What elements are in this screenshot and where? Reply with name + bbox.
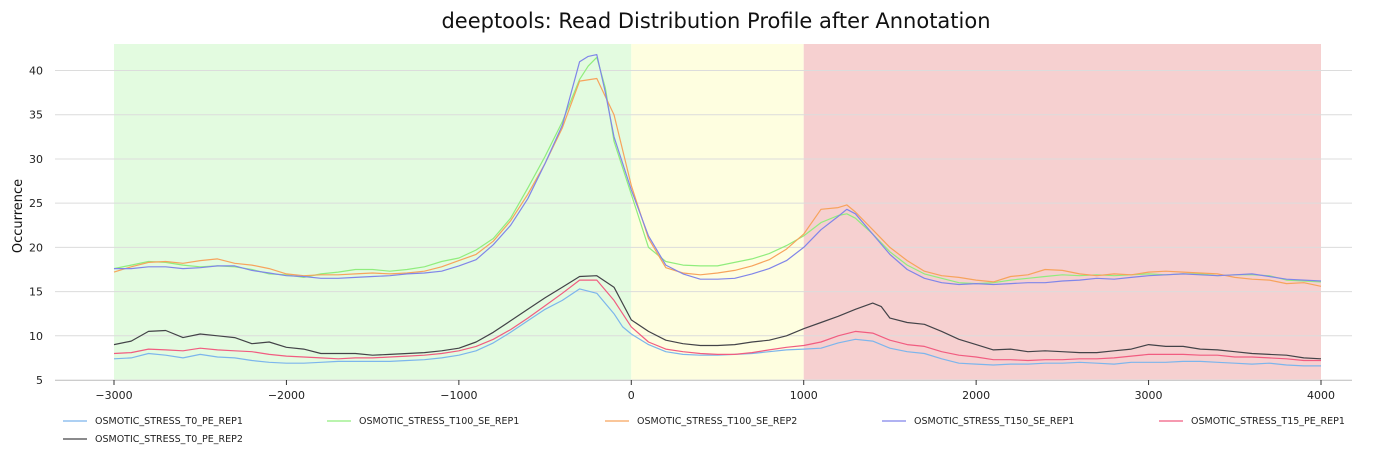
region-band-2 bbox=[631, 44, 804, 380]
series-line-osmotic-stress-t100-se-rep1 bbox=[113, 56, 1322, 285]
legend-item[interactable]: OSMOTIC_STRESS_T15_PE_REP1 bbox=[1159, 416, 1345, 427]
x-axis-ticks: −3000 −2000 −1000 0 1000 2000 3000 4000 bbox=[95, 380, 1335, 402]
x-tick-label: −3000 bbox=[95, 389, 132, 402]
legend-item[interactable]: OSMOTIC_STRESS_T0_PE_REP2 bbox=[63, 434, 243, 445]
y-tick-label: 35 bbox=[29, 109, 43, 122]
series-line-osmotic-stress-t0-pe-rep1 bbox=[113, 288, 1321, 367]
y-axis-label: Occurrence bbox=[11, 179, 26, 253]
legend-item[interactable]: OSMOTIC_STRESS_T100_SE_REP1 bbox=[327, 416, 519, 427]
x-tick-label: −2000 bbox=[268, 389, 305, 402]
region-band-1 bbox=[114, 44, 632, 380]
x-tick-label: 2000 bbox=[962, 389, 990, 402]
y-tick-label: 5 bbox=[36, 374, 43, 387]
legend-label: OSMOTIC_STRESS_T100_SE_REP1 bbox=[359, 416, 519, 427]
legend-label: OSMOTIC_STRESS_T0_PE_REP1 bbox=[95, 416, 243, 427]
y-tick-label: 40 bbox=[29, 65, 43, 78]
series-lines bbox=[113, 54, 1322, 367]
annotation-regions bbox=[114, 44, 1321, 380]
legend-item[interactable]: OSMOTIC_STRESS_T150_SE_REP1 bbox=[882, 416, 1074, 427]
legend: OSMOTIC_STRESS_T0_PE_REP1 OSMOTIC_STRESS_… bbox=[63, 416, 1345, 445]
legend-label: OSMOTIC_STRESS_T0_PE_REP2 bbox=[95, 434, 243, 445]
series-line-osmotic-stress-t150-se-rep1 bbox=[114, 54, 1322, 286]
series-line-osmotic-stress-t100-se-rep2 bbox=[113, 77, 1322, 287]
y-tick-label: 30 bbox=[29, 153, 43, 166]
chart-title: deeptools: Read Distribution Profile aft… bbox=[441, 9, 990, 33]
x-tick-label: −1000 bbox=[440, 389, 477, 402]
legend-label: OSMOTIC_STRESS_T150_SE_REP1 bbox=[914, 416, 1074, 427]
legend-item[interactable]: OSMOTIC_STRESS_T100_SE_REP2 bbox=[605, 416, 797, 427]
x-tick-label: 1000 bbox=[790, 389, 818, 402]
x-tick-label: 3000 bbox=[1135, 389, 1163, 402]
y-tick-label: 20 bbox=[29, 241, 43, 254]
legend-label: OSMOTIC_STRESS_T100_SE_REP2 bbox=[637, 416, 797, 427]
region-band-3 bbox=[803, 44, 1321, 380]
x-tick-label: 0 bbox=[628, 389, 635, 402]
x-tick-label: 4000 bbox=[1307, 389, 1335, 402]
series-line-osmotic-stress-t0-pe-rep2 bbox=[113, 275, 1322, 360]
gridlines bbox=[55, 70, 1352, 381]
y-axis-ticks: 5 10 15 20 25 30 35 40 bbox=[29, 65, 43, 387]
y-tick-label: 10 bbox=[29, 330, 43, 343]
y-tick-label: 15 bbox=[29, 286, 43, 299]
series-line-osmotic-stress-t15-pe-rep1 bbox=[113, 279, 1321, 362]
legend-label: OSMOTIC_STRESS_T15_PE_REP1 bbox=[1191, 416, 1345, 427]
legend-item[interactable]: OSMOTIC_STRESS_T0_PE_REP1 bbox=[63, 416, 243, 427]
y-tick-label: 25 bbox=[29, 197, 43, 210]
